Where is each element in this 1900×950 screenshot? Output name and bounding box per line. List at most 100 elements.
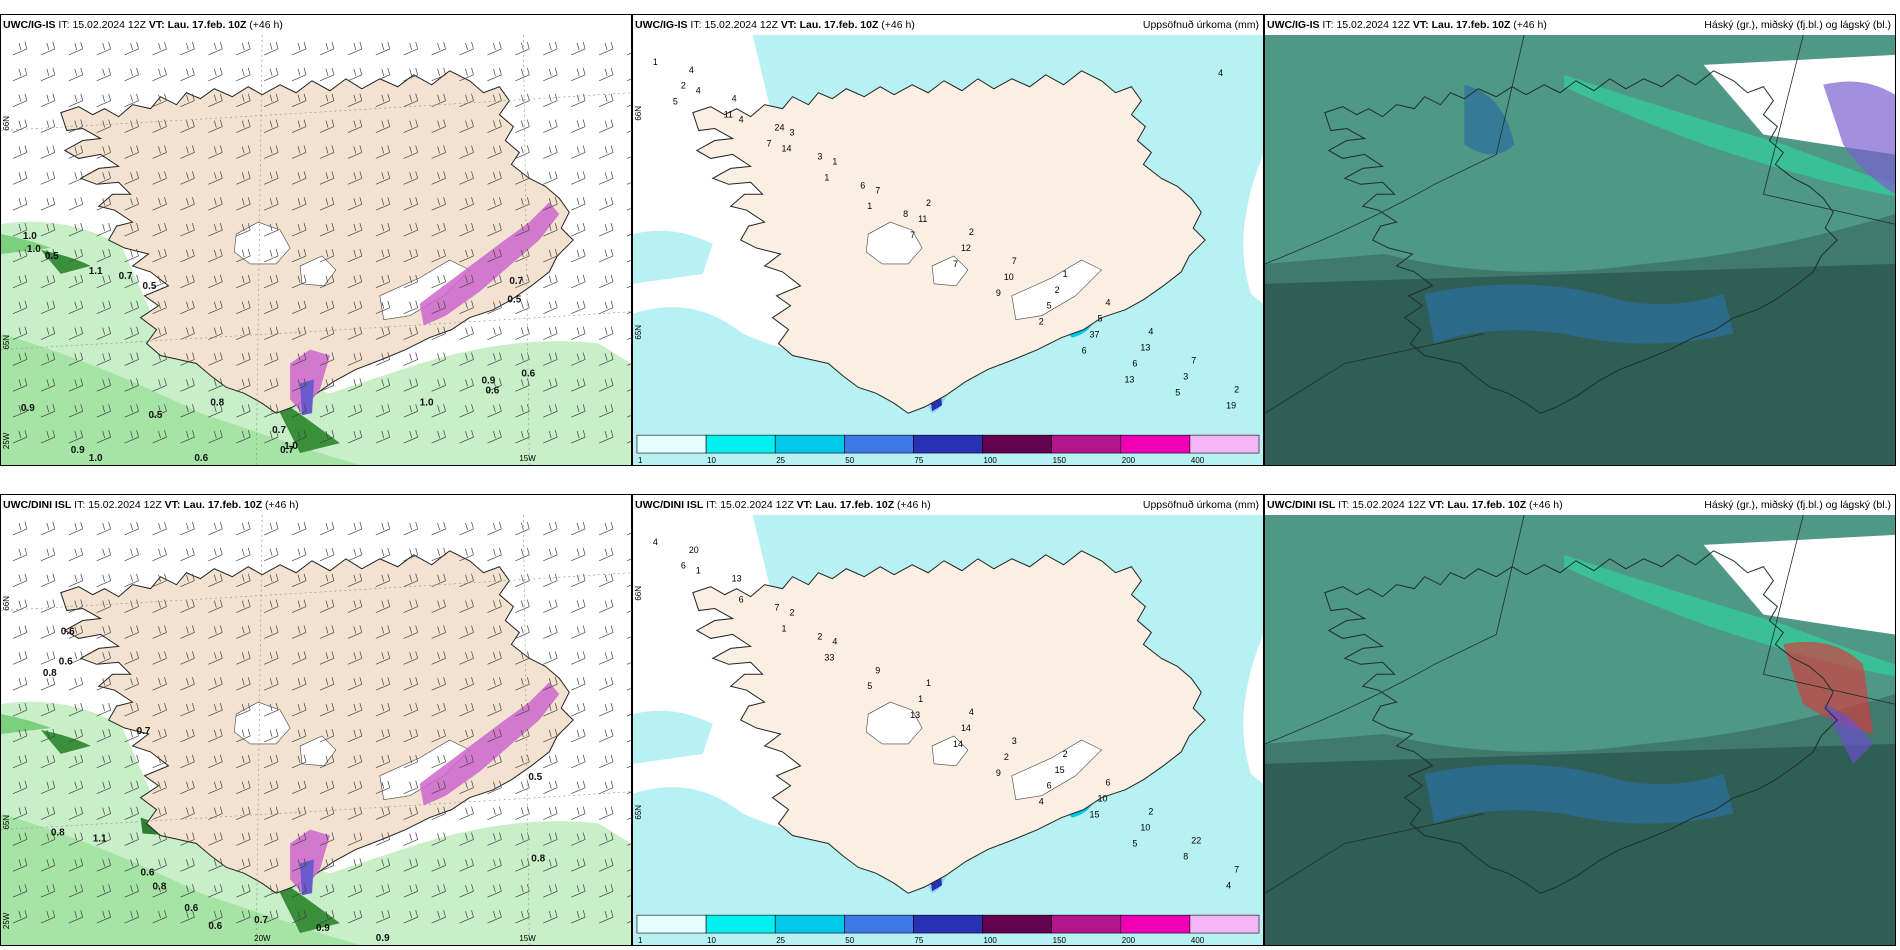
precip-value-label: 7 bbox=[1234, 864, 1239, 874]
graticule bbox=[1, 515, 631, 945]
iceland-landmass bbox=[692, 550, 1206, 894]
wind-value-label: 0.6 bbox=[59, 656, 73, 667]
wind-value-label: 0.7 bbox=[137, 726, 151, 737]
precip-value-label: 7 bbox=[1191, 355, 1196, 365]
lat-label: 65N bbox=[634, 805, 643, 820]
wind-value-label: 0.7 bbox=[280, 445, 294, 456]
it-label: IT: bbox=[1338, 499, 1350, 511]
lead-time: (+46 h) bbox=[897, 499, 931, 511]
precip-value-label: 10 bbox=[1004, 272, 1014, 282]
precip-value-labels: 4212144669321115223314107521020136813141… bbox=[653, 537, 1239, 890]
precip-map: 1 10 25 50 75 100 150 200 400 1 3 2 1 4 1 2 4 4 7 7 4 14 11 2 7 1… bbox=[633, 35, 1263, 465]
wind-value-label: 0.6 bbox=[194, 453, 208, 464]
it-label: IT: bbox=[58, 19, 70, 31]
wind-value-label: 0.9 bbox=[376, 933, 390, 944]
graticule bbox=[1265, 515, 1895, 894]
valid-time: Lau. 17.feb. 10Z bbox=[1431, 19, 1511, 31]
valid-time: Lau. 17.feb. 10Z bbox=[167, 19, 247, 31]
precip-value-label: 9 bbox=[996, 768, 1001, 778]
wind-value-label: 0.7 bbox=[119, 271, 133, 282]
panel-title: Háský (gr.), miðský (fj.bl.) og lágský (… bbox=[1704, 19, 1891, 31]
wind-map: 66N 65N 25W 15W 1.0 1.0 0.5 1.1 0.7 0.5 0.9 0.5 0.8 0… bbox=[1, 35, 631, 465]
lead-time: (+46 h) bbox=[1529, 499, 1563, 511]
vt-label: VT: bbox=[148, 19, 165, 31]
colorbar-tick-label: 75 bbox=[914, 456, 923, 465]
panel-igis-cloud: UWC/IG-IS IT: 15.02.2024 12Z VT: Lau. 17… bbox=[1264, 14, 1896, 466]
valid-time: Lau. 17.feb. 10Z bbox=[799, 19, 879, 31]
precip-value-label: 3 bbox=[790, 128, 795, 138]
precip-value-label: 6 bbox=[681, 561, 686, 571]
precip-value-label: 1 bbox=[824, 172, 829, 182]
init-time: 15.02.2024 12Z bbox=[72, 19, 146, 31]
precip-value-label: 10 bbox=[1098, 794, 1108, 804]
lon-label: 15W bbox=[519, 934, 536, 943]
precip-value-label: 1 bbox=[867, 201, 872, 211]
precip-value-label: 22 bbox=[1191, 835, 1201, 845]
wind-value-label: 0.9 bbox=[316, 923, 330, 934]
lat-label: 66N bbox=[2, 116, 11, 131]
cloud-map bbox=[1265, 35, 1895, 465]
colorbar-tick-label: 25 bbox=[776, 456, 785, 465]
wind-value-label: 0.6 bbox=[208, 921, 222, 932]
precip-value-label: 1 bbox=[918, 694, 923, 704]
iceland-landmass bbox=[692, 70, 1206, 414]
precip-value-label: 5 bbox=[1098, 314, 1103, 324]
panel-title: Uppsöfnuð úrkoma (mm) bbox=[1142, 19, 1259, 31]
precip-value-label: 4 bbox=[969, 707, 974, 717]
lead-time: (+46 h) bbox=[881, 19, 915, 31]
colorbar-swatch bbox=[844, 914, 914, 934]
precip-value-label: 15 bbox=[1055, 765, 1065, 775]
glacier bbox=[931, 255, 969, 287]
precip-value-label: 2 bbox=[1063, 749, 1068, 759]
precip-value-label: 5 bbox=[1047, 301, 1052, 311]
panel-header: UWC/DINI ISL IT: 15.02.2024 12Z VT: Lau.… bbox=[1, 495, 631, 515]
precip-value-label: 14 bbox=[961, 723, 971, 733]
precip-value-label: 8 bbox=[903, 209, 908, 219]
lon-label: 25W bbox=[2, 912, 11, 929]
it-label: IT: bbox=[690, 19, 702, 31]
precip-value-label: 1 bbox=[653, 57, 658, 67]
model-name: UWC/DINI ISL bbox=[1267, 499, 1336, 511]
precip-value-label: 4 bbox=[1039, 797, 1044, 807]
panel-header: UWC/DINI ISL IT: 15.02.2024 12Z VT: Lau.… bbox=[1265, 495, 1895, 515]
vt-label: VT: bbox=[780, 19, 797, 31]
wind-value-label: 0.9 bbox=[71, 445, 85, 456]
precip-value-label: 6 bbox=[860, 180, 865, 190]
colorbar-tick-label: 1 bbox=[638, 936, 643, 945]
colorbar-tick-label: 200 bbox=[1122, 456, 1136, 465]
wind-value-label: 1.0 bbox=[23, 231, 37, 242]
precip-value-label: 2 bbox=[1234, 384, 1239, 394]
precip-value-label: 1 bbox=[782, 623, 787, 633]
it-label: IT: bbox=[706, 499, 718, 511]
lat-label: 65N bbox=[2, 335, 11, 350]
wind-value-label: 0.8 bbox=[210, 397, 224, 408]
lat-label: 66N bbox=[634, 106, 643, 121]
precip-value-label: 7 bbox=[767, 138, 772, 148]
panel-title: Uppsöfnuð úrkoma (mm) bbox=[1142, 499, 1259, 511]
wind-value-label: 0.8 bbox=[43, 668, 57, 679]
colorbar-tick-label: 25 bbox=[776, 936, 785, 945]
colorbar-tick-label: 10 bbox=[707, 456, 716, 465]
precip-value-label: 4 bbox=[732, 94, 737, 104]
precip-value-label: 5 bbox=[673, 97, 678, 107]
wind-value-label: 0.9 bbox=[21, 403, 35, 414]
lon-label: 20W bbox=[254, 934, 271, 943]
panel-header: UWC/IG-IS IT: 15.02.2024 12Z VT: Lau. 17… bbox=[1, 15, 631, 35]
axis-labels: 66N 65N bbox=[634, 106, 643, 340]
precip-value-label: 11 bbox=[724, 110, 733, 120]
precip-value-label: 3 bbox=[817, 151, 822, 161]
colorbar-tick-label: 100 bbox=[984, 936, 998, 945]
wind-value-label: 1.1 bbox=[89, 266, 103, 277]
cloud-shading bbox=[1265, 35, 1895, 465]
precip-shading bbox=[290, 202, 560, 416]
glacier bbox=[1011, 259, 1103, 321]
init-time: 15.02.2024 12Z bbox=[1352, 499, 1426, 511]
panel-header: UWC/IG-IS IT: 15.02.2024 12Z VT: Lau. 17… bbox=[1265, 15, 1895, 35]
panel-igis-precip: UWC/IG-IS IT: 15.02.2024 12Z VT: Lau. 17… bbox=[632, 14, 1264, 466]
wind-value-label: 0.7 bbox=[272, 425, 286, 436]
wind-value-label: 0.6 bbox=[485, 385, 499, 396]
it-label: IT: bbox=[74, 499, 86, 511]
precip-value-label: 19 bbox=[1226, 400, 1236, 410]
precip-value-label: 15 bbox=[1090, 810, 1100, 820]
precip-value-label: 2 bbox=[681, 81, 686, 91]
